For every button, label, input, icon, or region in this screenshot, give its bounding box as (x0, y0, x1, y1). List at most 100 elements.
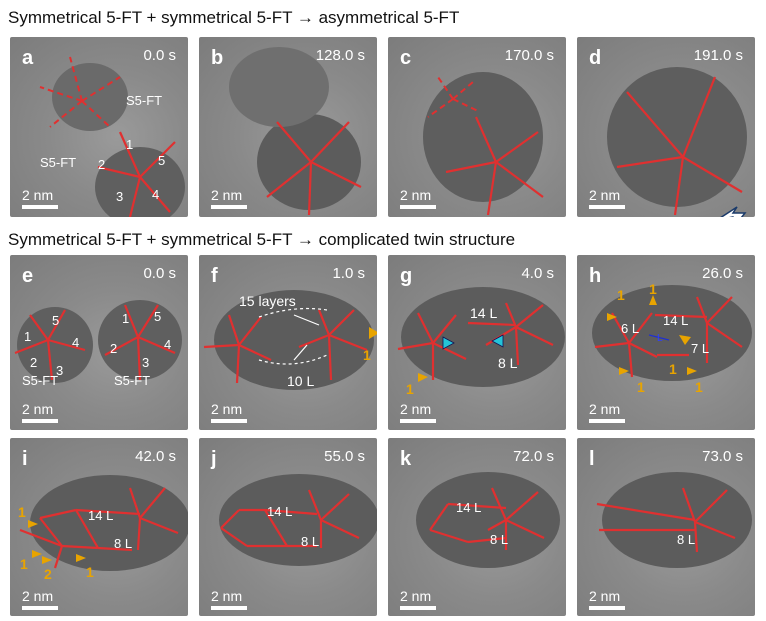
scale-bar-label: 2 nm (22, 588, 54, 604)
annotation: S5-FT (40, 155, 77, 170)
annotation: 1 (617, 287, 625, 303)
white-arrow-icon (720, 206, 747, 217)
panel-g-twin-lines (397, 287, 565, 387)
panel-label: d (589, 47, 602, 69)
scale-bar (400, 606, 436, 610)
scale-bar (589, 419, 625, 423)
scale-bar-label: 2 nm (589, 187, 621, 203)
scale-bar-label: 2 nm (400, 187, 432, 203)
panel-f: f 1.0 s 15 layers 10 L 1 2 nm (199, 255, 377, 430)
scale-bar (22, 205, 58, 209)
annotation: 3 (142, 355, 150, 370)
scale-bar (22, 419, 58, 423)
orange-arrow-icon (607, 295, 697, 375)
annotation: 1 (18, 504, 26, 520)
orange-arrow-icon (28, 520, 86, 564)
annotation: 7 L (691, 341, 710, 356)
annotation: 1 (649, 281, 657, 297)
annotation: 2 (30, 355, 38, 370)
panel-label: c (400, 47, 412, 69)
panel-a: a 0.0 s S5-FT S5-FT 1 2 3 4 5 2 nm (10, 37, 188, 217)
annotation: 1 (126, 137, 134, 152)
timestamp: 0.0 s (143, 265, 176, 282)
panel-label: g (400, 265, 413, 287)
timestamp: 128.0 s (315, 47, 365, 64)
annotation: 2 (98, 157, 106, 172)
annotation: 6 L (621, 321, 640, 336)
annotation: 4 (164, 337, 172, 352)
annotation: 1 (122, 311, 130, 326)
panel-h: h 26.0 s 1 1 6 L 14 L L 7 L 1 1 1 2 nm (577, 255, 755, 430)
timestamp: 1.0 s (332, 265, 365, 282)
scale-bar (211, 419, 247, 423)
cyan-arrow-icon (442, 336, 455, 350)
panel-label: f (211, 265, 218, 287)
panel-c-twin-lines (423, 72, 544, 216)
orange-arrow-icon (369, 327, 377, 339)
annotation: 5 (52, 313, 60, 328)
annotation: 2 (110, 341, 118, 356)
annotation: 1 (363, 347, 371, 363)
panel-a-twin-lines (39, 56, 185, 217)
annotation: 1 (695, 379, 703, 395)
annotation: 8 L (114, 536, 133, 551)
scale-bar-label: 2 nm (589, 401, 621, 417)
panel-label: b (211, 47, 224, 69)
annotation: 4 (72, 335, 80, 350)
annotation: 14 L (470, 305, 498, 321)
panel-j-twin-lines (219, 474, 377, 566)
timestamp: 72.0 s (513, 448, 554, 465)
panel-c: c 170.0 s 2 nm (388, 37, 566, 217)
scale-bar-label: 2 nm (589, 588, 621, 604)
panel-f-twin-lines (203, 290, 377, 390)
scale-bar (211, 205, 247, 209)
row2-heading: Symmetrical 5-FT + symmetrical 5-FT → co… (8, 230, 516, 249)
timestamp: 170.0 s (504, 47, 554, 64)
annotation: 4 (152, 187, 160, 202)
panel-b: b 128.0 s 2 nm (199, 37, 377, 217)
timestamp: 0.0 s (143, 47, 176, 64)
panel-i: i 42.0 s 1 14 L 8 L 1 2 1 2 nm (10, 438, 188, 616)
panel-l-twin-lines (596, 472, 752, 568)
panel-k: k 72.0 s 14 L 8 L 2 nm (388, 438, 566, 616)
panel-label: h (589, 265, 602, 287)
timestamp: 42.0 s (135, 448, 176, 465)
annotation: 3 (116, 189, 124, 204)
annotation: 14 L (88, 508, 114, 523)
scale-bar-label: 2 nm (400, 401, 432, 417)
panel-j: j 55.0 s 14 L 8 L 2 nm (199, 438, 377, 616)
timestamp: 4.0 s (521, 265, 554, 282)
timestamp: 26.0 s (702, 265, 743, 282)
orange-arrow-icon (418, 373, 428, 382)
scale-bar (211, 606, 247, 610)
scale-bar-label: 2 nm (22, 401, 54, 417)
scale-bar (400, 205, 436, 209)
panel-k-twin-lines (416, 472, 560, 568)
annotation: 2 (44, 566, 52, 582)
panel-label: j (211, 448, 217, 470)
row1-heading: Symmetrical 5-FT + symmetrical 5-FT → as… (8, 8, 460, 27)
annotation: 8 L (677, 532, 696, 547)
annotation: S5-FT (114, 373, 151, 388)
annotation: 1 (406, 381, 414, 397)
panel-d: d 191.0 s 2 nm (577, 37, 755, 217)
annotation: S5-FT (22, 373, 59, 388)
scale-bar-label: 2 nm (211, 401, 243, 417)
annotation: 8 L (498, 355, 518, 371)
annotation: 10 L (287, 373, 315, 389)
timestamp: 191.0 s (693, 47, 743, 64)
annotation: 1 (24, 329, 32, 344)
annotation: 8 L (490, 532, 509, 547)
panel-label: e (22, 265, 34, 287)
panel-e-twin-lines (14, 300, 182, 383)
panel-b-twin-lines (229, 47, 362, 216)
annotation: 1 (669, 361, 677, 377)
annotation: 5 (154, 309, 162, 324)
cyan-arrow-icon (491, 334, 504, 348)
scale-bar (22, 606, 58, 610)
scale-bar (400, 419, 436, 423)
scale-bar (589, 205, 625, 209)
scale-bar (589, 606, 625, 610)
annotation: 14 L (456, 500, 482, 515)
panel-label: k (400, 448, 412, 470)
